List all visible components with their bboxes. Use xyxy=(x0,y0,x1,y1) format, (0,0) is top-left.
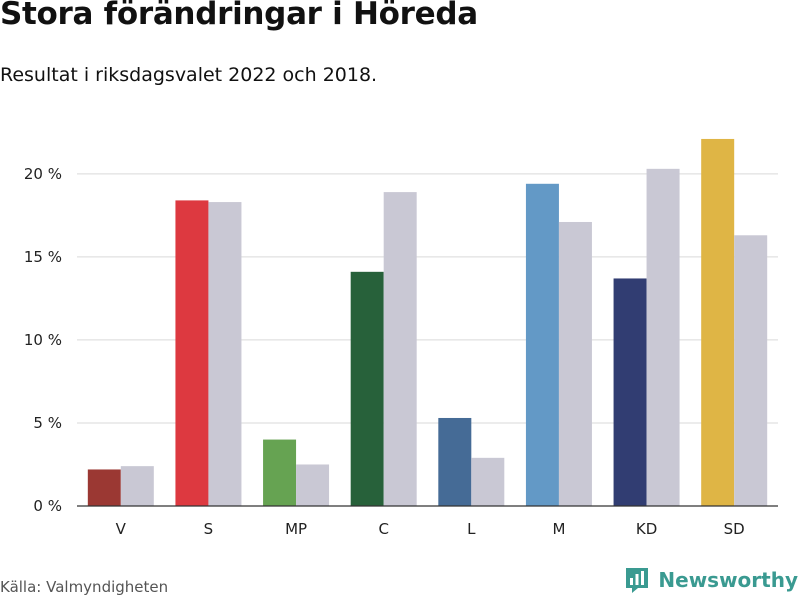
bar-2018-s xyxy=(208,202,242,507)
x-tick-label: L xyxy=(467,520,476,538)
bar-2018-v xyxy=(120,466,154,506)
y-tick-label: 15 % xyxy=(24,248,62,266)
y-tick-label: 10 % xyxy=(24,331,62,349)
x-tick-label: S xyxy=(204,520,214,538)
x-tick-label: KD xyxy=(636,520,657,538)
chart-title: Stora förändringar i Höreda xyxy=(0,0,478,32)
bar-2022-sd xyxy=(701,138,735,507)
source-note: Källa: Valmyndigheten xyxy=(0,578,169,596)
chart-subtitle: Resultat i riksdagsvalet 2022 och 2018. xyxy=(0,64,378,86)
bar-2022-mp xyxy=(263,439,297,506)
x-tick-label: MP xyxy=(285,520,307,538)
bar-2022-kd xyxy=(613,278,647,506)
bar-2018-mp xyxy=(296,464,330,506)
brand-logo: Newsworthy xyxy=(624,566,798,594)
bar-2022-c xyxy=(350,271,384,506)
brand-name: Newsworthy xyxy=(658,568,798,592)
bar-2022-m xyxy=(525,183,559,506)
bar-2018-kd xyxy=(646,168,680,506)
y-tick-label: 5 % xyxy=(33,414,62,432)
x-tick-label: C xyxy=(378,520,388,538)
x-tick-label: V xyxy=(116,520,127,538)
bar-2022-s xyxy=(175,200,209,506)
x-tick-label: M xyxy=(552,520,565,538)
bar-2018-m xyxy=(558,221,592,506)
x-tick-label: SD xyxy=(724,520,745,538)
bar-2022-v xyxy=(87,469,121,506)
bar-2018-sd xyxy=(734,235,768,506)
bar-chart-logo-icon xyxy=(626,568,649,593)
y-tick-label: 20 % xyxy=(24,165,62,183)
y-tick-label: 0 % xyxy=(33,497,62,515)
bar-2018-l xyxy=(471,457,505,506)
bar-2018-c xyxy=(383,192,417,507)
bar-2022-l xyxy=(438,417,472,506)
